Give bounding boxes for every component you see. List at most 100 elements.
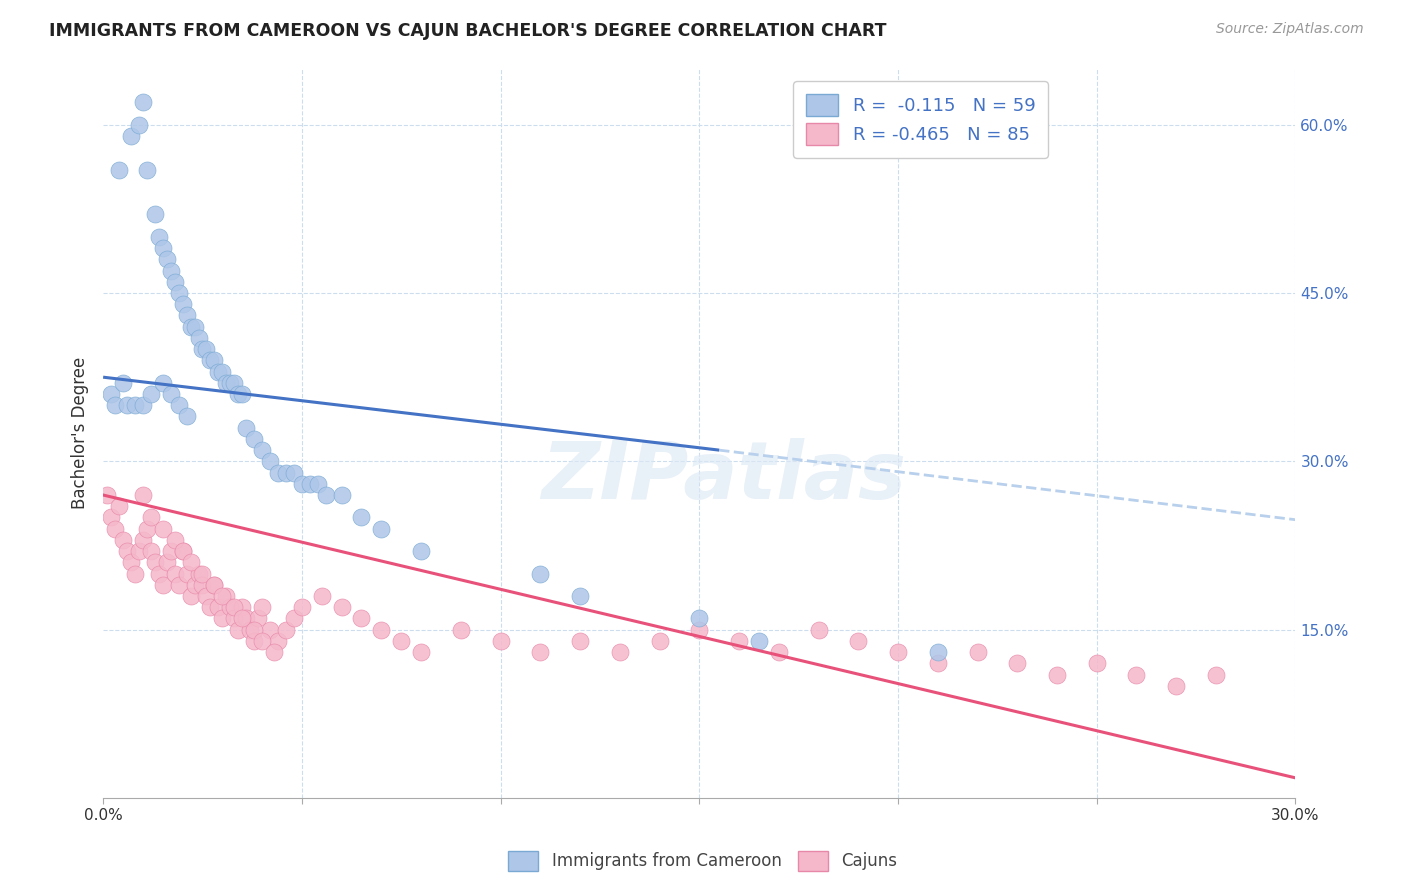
Point: [163, 533, 186, 547]
Point: [215, 376, 238, 390]
Point: [274, 466, 297, 480]
Point: [283, 466, 305, 480]
Point: [152, 522, 174, 536]
Point: [267, 634, 290, 648]
Point: [748, 634, 770, 648]
Point: [315, 488, 337, 502]
Point: [139, 544, 162, 558]
Point: [96, 488, 118, 502]
Point: [176, 409, 198, 424]
Point: [191, 566, 214, 581]
Point: [370, 522, 392, 536]
Point: [211, 365, 233, 379]
Point: [489, 634, 512, 648]
Point: [148, 566, 170, 581]
Point: [104, 522, 127, 536]
Point: [1125, 667, 1147, 681]
Point: [195, 589, 218, 603]
Point: [108, 162, 131, 177]
Point: [239, 623, 262, 637]
Point: [307, 476, 329, 491]
Point: [887, 645, 910, 659]
Point: [100, 510, 122, 524]
Point: [180, 319, 202, 334]
Point: [156, 555, 179, 569]
Point: [128, 544, 150, 558]
Point: [226, 387, 249, 401]
Point: [224, 600, 246, 615]
Point: [243, 432, 266, 446]
Point: [172, 544, 194, 558]
Point: [529, 645, 551, 659]
Point: [135, 522, 157, 536]
Point: [648, 634, 671, 648]
Point: [191, 342, 214, 356]
Legend: Immigrants from Cameroon, Cajuns: Immigrants from Cameroon, Cajuns: [501, 842, 905, 880]
Point: [267, 466, 290, 480]
Point: [219, 376, 242, 390]
Point: [263, 645, 285, 659]
Point: [259, 623, 281, 637]
Legend: R =  -0.115   N = 59, R = -0.465   N = 85: R = -0.115 N = 59, R = -0.465 N = 85: [793, 81, 1047, 158]
Point: [1046, 667, 1069, 681]
Point: [132, 95, 155, 110]
Point: [211, 611, 233, 625]
Point: [100, 387, 122, 401]
Point: [350, 510, 373, 524]
Point: [688, 623, 710, 637]
Point: [202, 578, 225, 592]
Text: ZIPatlas: ZIPatlas: [541, 438, 905, 516]
Point: [132, 488, 155, 502]
Point: [569, 634, 592, 648]
Point: [1085, 657, 1108, 671]
Point: [115, 544, 138, 558]
Point: [609, 645, 631, 659]
Point: [163, 275, 186, 289]
Point: [235, 611, 257, 625]
Point: [163, 566, 186, 581]
Point: [211, 589, 233, 603]
Point: [111, 533, 134, 547]
Point: [291, 600, 314, 615]
Point: [330, 600, 353, 615]
Point: [152, 376, 174, 390]
Point: [927, 645, 949, 659]
Point: [529, 566, 551, 581]
Point: [187, 566, 209, 581]
Point: [187, 331, 209, 345]
Point: [927, 657, 949, 671]
Point: [450, 623, 472, 637]
Point: [370, 623, 392, 637]
Point: [159, 263, 181, 277]
Point: [250, 634, 273, 648]
Point: [291, 476, 314, 491]
Point: [200, 353, 222, 368]
Point: [132, 533, 155, 547]
Point: [195, 342, 218, 356]
Point: [247, 611, 270, 625]
Point: [311, 589, 333, 603]
Point: [200, 600, 222, 615]
Point: [250, 443, 273, 458]
Point: [231, 600, 253, 615]
Point: [409, 645, 432, 659]
Point: [283, 611, 305, 625]
Point: [180, 589, 202, 603]
Point: [250, 600, 273, 615]
Point: [108, 500, 131, 514]
Text: IMMIGRANTS FROM CAMEROON VS CAJUN BACHELOR'S DEGREE CORRELATION CHART: IMMIGRANTS FROM CAMEROON VS CAJUN BACHEL…: [49, 22, 887, 40]
Point: [139, 387, 162, 401]
Point: [298, 476, 321, 491]
Point: [172, 297, 194, 311]
Point: [243, 623, 266, 637]
Point: [1166, 679, 1188, 693]
Point: [728, 634, 751, 648]
Point: [1007, 657, 1029, 671]
Point: [152, 578, 174, 592]
Point: [104, 398, 127, 412]
Point: [389, 634, 412, 648]
Point: [167, 578, 190, 592]
Point: [176, 309, 198, 323]
Point: [191, 578, 214, 592]
Point: [207, 600, 229, 615]
